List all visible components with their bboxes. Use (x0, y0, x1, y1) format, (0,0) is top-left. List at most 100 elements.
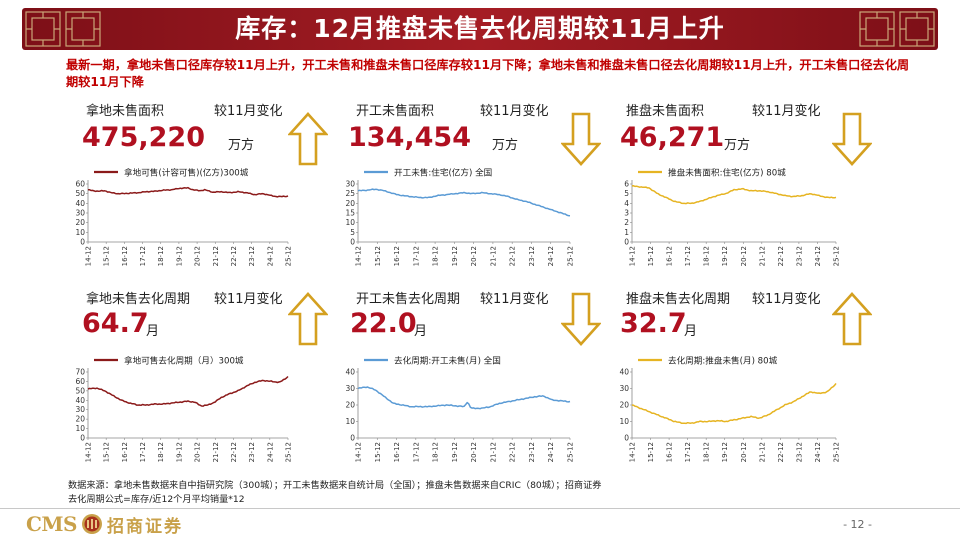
legend-label: 去化周期:推盘未售(月) 80城 (668, 355, 778, 367)
panel-1-value: 475,220 (82, 122, 205, 153)
panel-2-change-label: 较11月变化 (480, 104, 549, 119)
panel-1-change-label: 较11月变化 (214, 104, 283, 119)
x-tick-label: 23-12 (795, 246, 803, 266)
panel-4-value: 64.7 (82, 308, 149, 339)
y-tick-label: 25 (345, 189, 355, 198)
panel-2-unit: 万方 (492, 138, 519, 153)
series-line (357, 188, 571, 217)
x-tick-label: 24-12 (547, 442, 555, 462)
y-tick-label: 20 (345, 401, 355, 410)
x-tick-label: 16-12 (121, 246, 129, 266)
x-tick-label: 22-12 (777, 246, 785, 266)
x-tick-label: 20-12 (194, 442, 202, 462)
arrow-shape (832, 112, 872, 166)
x-tick-label: 20-12 (194, 246, 202, 266)
arrow-shape (832, 292, 872, 346)
x-tick-label: 23-12 (795, 442, 803, 462)
x-tick-label: 19-12 (451, 246, 459, 266)
x-tick-label: 14-12 (355, 246, 363, 266)
x-tick-label: 24-12 (814, 442, 822, 462)
y-tick-label: 1 (624, 228, 629, 237)
series-line (87, 186, 289, 198)
legend-label: 去化周期:开工未售(月) 全国 (394, 355, 501, 367)
arrow-shape (288, 112, 328, 166)
x-tick-label: 18-12 (432, 246, 440, 266)
logo-badge-icon (82, 514, 102, 534)
x-tick-label: 18-12 (432, 442, 440, 462)
x-tick-label: 23-12 (528, 442, 536, 462)
x-tick-label: 19-12 (175, 246, 183, 266)
panel-5-change-label: 较11月变化 (480, 292, 549, 307)
x-tick-label: 20-12 (740, 246, 748, 266)
x-tick-label: 24-12 (266, 246, 274, 266)
panel-3-value: 46,271 (620, 122, 725, 153)
panel-2-label: 开工未售面积 (356, 104, 435, 119)
x-tick-label: 22-12 (777, 442, 785, 462)
x-tick-label: 15-12 (647, 246, 655, 266)
x-tick-label: 20-12 (740, 442, 748, 462)
x-tick-label: 15-12 (103, 246, 111, 266)
x-tick-label: 14-12 (629, 442, 637, 462)
page-title: 库存：12月推盘未售去化周期较11月上升 (235, 14, 725, 43)
panel-5-label: 开工未售去化周期 (356, 292, 461, 307)
y-tick-label: 30 (345, 180, 355, 189)
lattice-pattern-right-icon (859, 11, 935, 47)
series-line (87, 375, 289, 407)
x-tick-label: 19-12 (451, 442, 459, 462)
legend-label: 拿地可售去化周期（月）300城 (124, 355, 244, 367)
x-tick-label: 23-12 (248, 442, 256, 462)
x-tick-label: 15-12 (374, 442, 382, 462)
x-tick-label: 16-12 (666, 442, 674, 462)
legend-label: 拿地可售(计容可售)(亿方)300城 (124, 167, 249, 179)
x-tick-label: 17-12 (139, 442, 147, 462)
x-tick-label: 24-12 (814, 246, 822, 266)
y-tick-label: 10 (75, 228, 85, 237)
y-tick-label: 6 (624, 180, 629, 189)
x-tick-label: 18-12 (703, 246, 711, 266)
x-tick-label: 22-12 (509, 246, 517, 266)
footer-divider (0, 508, 960, 509)
x-tick-label: 25-12 (833, 246, 841, 266)
title-bar: 库存：12月推盘未售去化周期较11月上升 (22, 8, 938, 50)
y-tick-label: 60 (75, 180, 85, 189)
x-tick-label: 21-12 (758, 246, 766, 266)
up-arrow-icon (288, 292, 328, 346)
x-tick-label: 24-12 (266, 442, 274, 462)
y-tick-label: 40 (619, 368, 629, 377)
x-tick-label: 14-12 (629, 246, 637, 266)
y-tick-label: 30 (75, 209, 85, 218)
panel-6-label: 推盘未售去化周期 (626, 292, 731, 307)
arrow-shape (561, 292, 601, 346)
down-arrow-icon (832, 112, 872, 166)
x-tick-label: 17-12 (412, 442, 420, 462)
y-tick-label: 0 (80, 434, 85, 443)
x-tick-label: 20-12 (470, 442, 478, 462)
chart-construction-unsold-area: 开工未售:住宅(亿方) 全国 0 5 10 15 20 25 30 14-12 15-12 16-1… (334, 164, 574, 274)
panel-6-change-label: 较11月变化 (752, 292, 821, 307)
panel-3-change-label: 较11月变化 (752, 104, 821, 119)
x-tick-label: 21-12 (758, 442, 766, 462)
legend-label: 推盘未售面积:住宅(亿方) 80城 (668, 167, 786, 179)
y-tick-label: 2 (624, 218, 629, 227)
panel-4-label: 拿地未售去化周期 (86, 292, 191, 307)
x-tick-label: 21-12 (212, 246, 220, 266)
y-tick-label: 30 (619, 384, 629, 393)
x-tick-label: 19-12 (721, 442, 729, 462)
y-tick-label: 0 (350, 434, 355, 443)
y-tick-label: 40 (75, 199, 85, 208)
y-tick-label: 0 (624, 434, 629, 443)
panel-6-unit: 月 (684, 324, 698, 339)
down-arrow-icon (561, 292, 601, 346)
x-tick-label: 15-12 (374, 246, 382, 266)
x-tick-label: 18-12 (703, 442, 711, 462)
y-tick-label: 10 (345, 218, 355, 227)
panel-5-value: 22.0 (350, 308, 417, 339)
arrow-shape (561, 112, 601, 166)
panel-3-unit: 万方 (724, 138, 751, 153)
x-tick-label: 16-12 (393, 442, 401, 462)
y-tick-label: 15 (345, 209, 355, 218)
x-tick-label: 16-12 (393, 246, 401, 266)
chart-land-unsold-area: 拿地可售(计容可售)(亿方)300城 0 10 20 30 40 50 60 14-12 15-1… (64, 164, 292, 274)
up-arrow-icon (288, 112, 328, 166)
y-tick-label: 20 (345, 199, 355, 208)
